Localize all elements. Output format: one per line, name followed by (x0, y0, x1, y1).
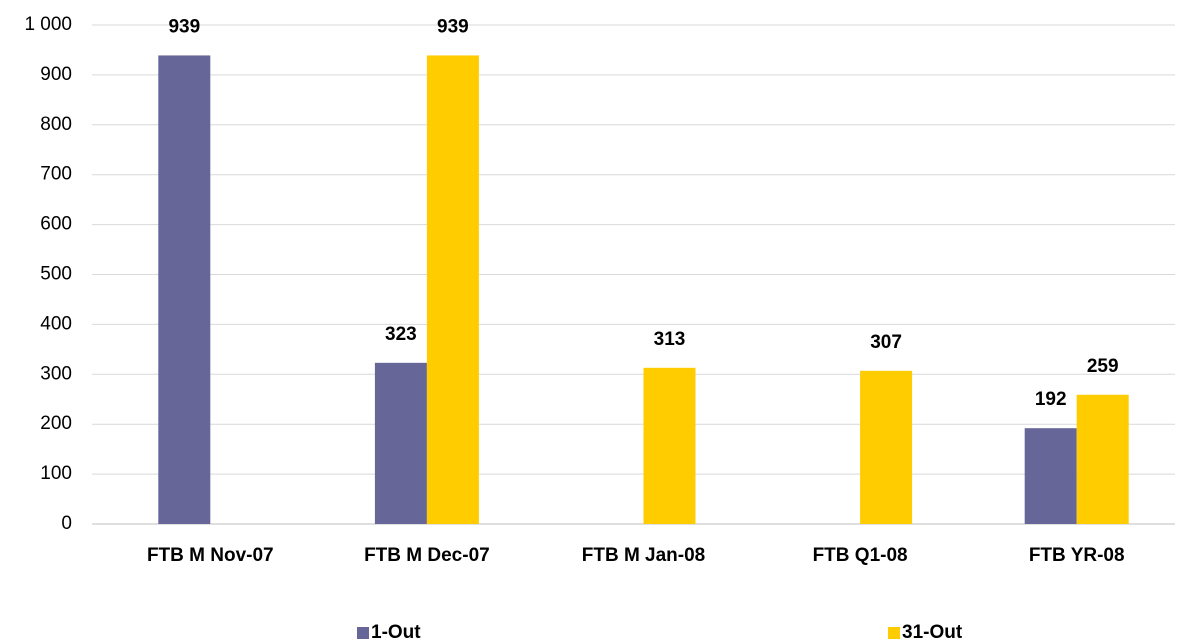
data-label: 307 (870, 332, 902, 353)
data-label: 323 (385, 324, 417, 345)
y-tick-label: 700 (40, 164, 72, 185)
x-tick-label: FTB Q1-08 (813, 545, 908, 566)
x-tick-label: FTB M Nov-07 (147, 545, 274, 566)
bar (1076, 394, 1129, 524)
data-label: 939 (168, 16, 200, 37)
legend-swatch (357, 627, 369, 639)
y-tick-label: 800 (40, 114, 72, 135)
bar (643, 367, 696, 524)
bar (374, 362, 427, 524)
x-tick-label: FTB M Dec-07 (364, 545, 490, 566)
y-tick-label: 900 (40, 64, 72, 85)
y-tick-label: 1 000 (24, 14, 72, 35)
legend-label: 31-Out (902, 622, 963, 643)
y-tick-label: 200 (40, 413, 72, 434)
x-tick-label: FTB YR-08 (1029, 545, 1125, 566)
y-tick-label: 600 (40, 214, 72, 235)
bar (426, 55, 479, 525)
data-label: 192 (1035, 389, 1067, 410)
data-label: 313 (654, 329, 686, 350)
y-tick-label: 300 (40, 363, 72, 384)
y-tick-label: 400 (40, 313, 72, 334)
data-label: 939 (437, 16, 469, 37)
bar (860, 370, 913, 524)
y-tick-label: 100 (40, 463, 72, 484)
y-tick-label: 0 (61, 513, 72, 534)
x-tick-label: FTB M Jan-08 (582, 545, 706, 566)
bar (158, 55, 211, 525)
legend-swatch (888, 627, 900, 639)
y-tick-label: 500 (40, 264, 72, 285)
legend-label: 1-Out (371, 622, 421, 643)
data-label: 259 (1087, 356, 1119, 377)
bar (1024, 428, 1077, 524)
